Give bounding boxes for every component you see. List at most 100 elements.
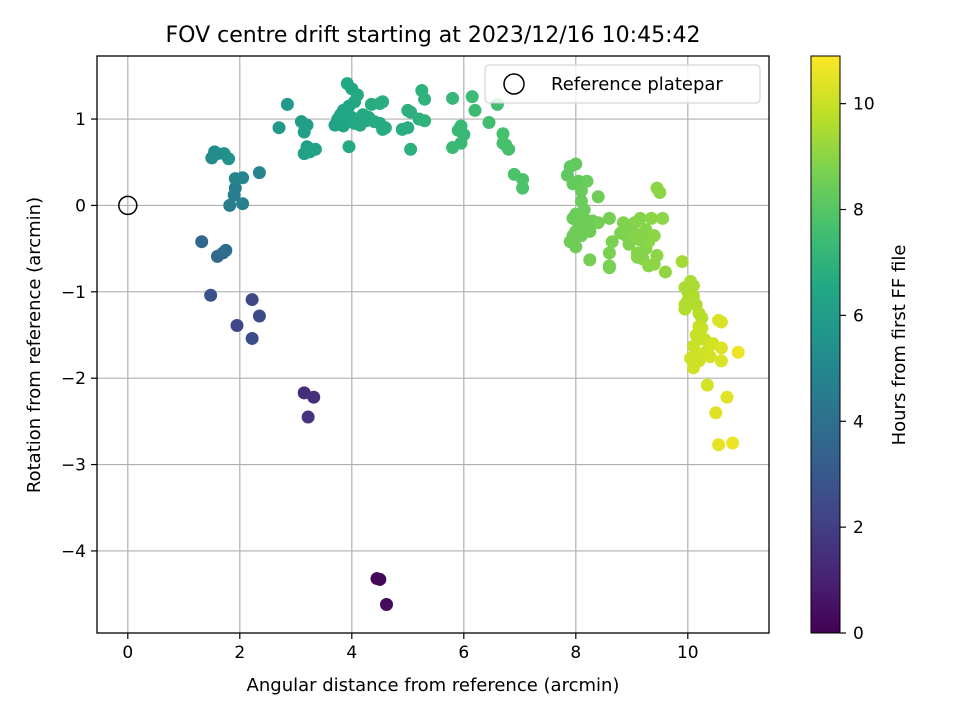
data-point: [222, 152, 236, 166]
data-point: [602, 211, 616, 225]
data-point: [574, 184, 588, 198]
data-point: [376, 95, 390, 109]
x-axis-label: Angular distance from reference (arcmin): [247, 675, 620, 696]
data-point: [583, 253, 597, 267]
data-point: [686, 361, 700, 375]
data-point: [502, 142, 516, 156]
x-tick-label: 6: [458, 643, 469, 663]
data-point: [230, 318, 244, 332]
data-point: [602, 259, 616, 273]
legend-entry-label: Reference platepar: [551, 74, 723, 95]
colorbar-tick-label: 6: [853, 306, 864, 326]
colorbar: [810, 55, 841, 634]
colorbar-tick-label: 10: [853, 95, 875, 115]
colorbar-ticks: 0 2 4 6 8 10: [840, 95, 875, 644]
data-point: [401, 121, 415, 135]
data-point: [616, 216, 630, 230]
x-tick-label: 0: [122, 643, 133, 663]
chart-title: FOV centre drift starting at 2023/12/16 …: [166, 23, 701, 48]
y-tick-label: 0: [75, 196, 86, 216]
data-point: [350, 88, 364, 102]
data-point: [446, 91, 460, 105]
data-point: [602, 246, 616, 260]
data-point: [709, 406, 723, 420]
data-point: [653, 185, 667, 199]
data-point: [633, 211, 647, 225]
grid-lines: [97, 56, 769, 633]
data-point: [353, 118, 367, 132]
data-point: [714, 354, 728, 368]
x-axis-ticks: 0 2 4 6 8 10: [122, 633, 699, 663]
data-point: [404, 142, 418, 156]
data-point: [647, 229, 661, 243]
y-tick-label: −4: [61, 542, 86, 562]
x-tick-label: 2: [234, 643, 245, 663]
data-point: [700, 378, 714, 392]
data-point: [236, 171, 250, 185]
plot-frame: [96, 55, 770, 634]
data-point: [465, 90, 479, 104]
data-point: [380, 597, 394, 611]
data-points: [195, 77, 745, 611]
data-point: [210, 147, 224, 161]
data-point: [703, 350, 717, 364]
data-point: [712, 438, 726, 452]
data-point: [583, 224, 597, 238]
data-point: [297, 125, 311, 139]
data-point: [496, 127, 510, 141]
data-point: [482, 116, 496, 130]
data-point: [245, 331, 259, 345]
data-point: [223, 198, 237, 212]
data-point: [633, 233, 647, 247]
x-tick-label: 8: [570, 643, 581, 663]
data-point: [195, 235, 209, 249]
y-tick-label: −3: [61, 456, 86, 476]
y-tick-label: −2: [61, 369, 86, 389]
data-point: [644, 211, 658, 225]
data-point: [303, 145, 317, 159]
data-point: [591, 190, 605, 204]
data-point: [731, 345, 745, 359]
legend-open-circle-icon: [503, 73, 525, 95]
data-point: [227, 188, 241, 202]
colorbar-tick-label: 4: [853, 412, 864, 432]
y-axis-label: Rotation from reference (arcmin): [24, 197, 45, 493]
x-tick-label: 10: [677, 643, 699, 663]
data-point: [569, 157, 583, 171]
data-point: [468, 103, 482, 117]
data-point: [678, 302, 692, 316]
data-point: [342, 140, 356, 154]
data-point: [219, 243, 233, 257]
x-tick-label: 4: [346, 643, 357, 663]
data-point: [675, 255, 689, 269]
data-point: [252, 166, 266, 180]
data-point: [307, 390, 321, 404]
colorbar-tick-label: 0: [853, 624, 864, 644]
data-point: [714, 315, 728, 329]
data-point: [714, 341, 728, 355]
colorbar-label: Hours from first FF file: [889, 245, 910, 446]
legend: Reference platepar: [484, 64, 761, 104]
data-point: [418, 92, 432, 106]
legend-box: [484, 64, 761, 104]
data-point: [245, 293, 259, 307]
data-point: [204, 288, 218, 302]
data-point: [272, 121, 286, 135]
data-point: [457, 128, 471, 142]
data-point: [252, 309, 266, 323]
data-point: [726, 436, 740, 450]
data-point: [686, 279, 700, 293]
colorbar-tick-label: 2: [853, 518, 864, 538]
y-tick-label: 1: [75, 110, 86, 130]
data-point: [418, 114, 432, 128]
data-point: [236, 197, 250, 211]
data-point: [580, 174, 594, 188]
data-point: [658, 265, 672, 279]
data-point: [378, 121, 392, 135]
data-point: [591, 216, 605, 230]
reference-platepar-marker: [118, 195, 138, 216]
data-point: [656, 211, 670, 225]
colorbar-tick-label: 8: [853, 201, 864, 221]
data-point: [373, 572, 387, 586]
